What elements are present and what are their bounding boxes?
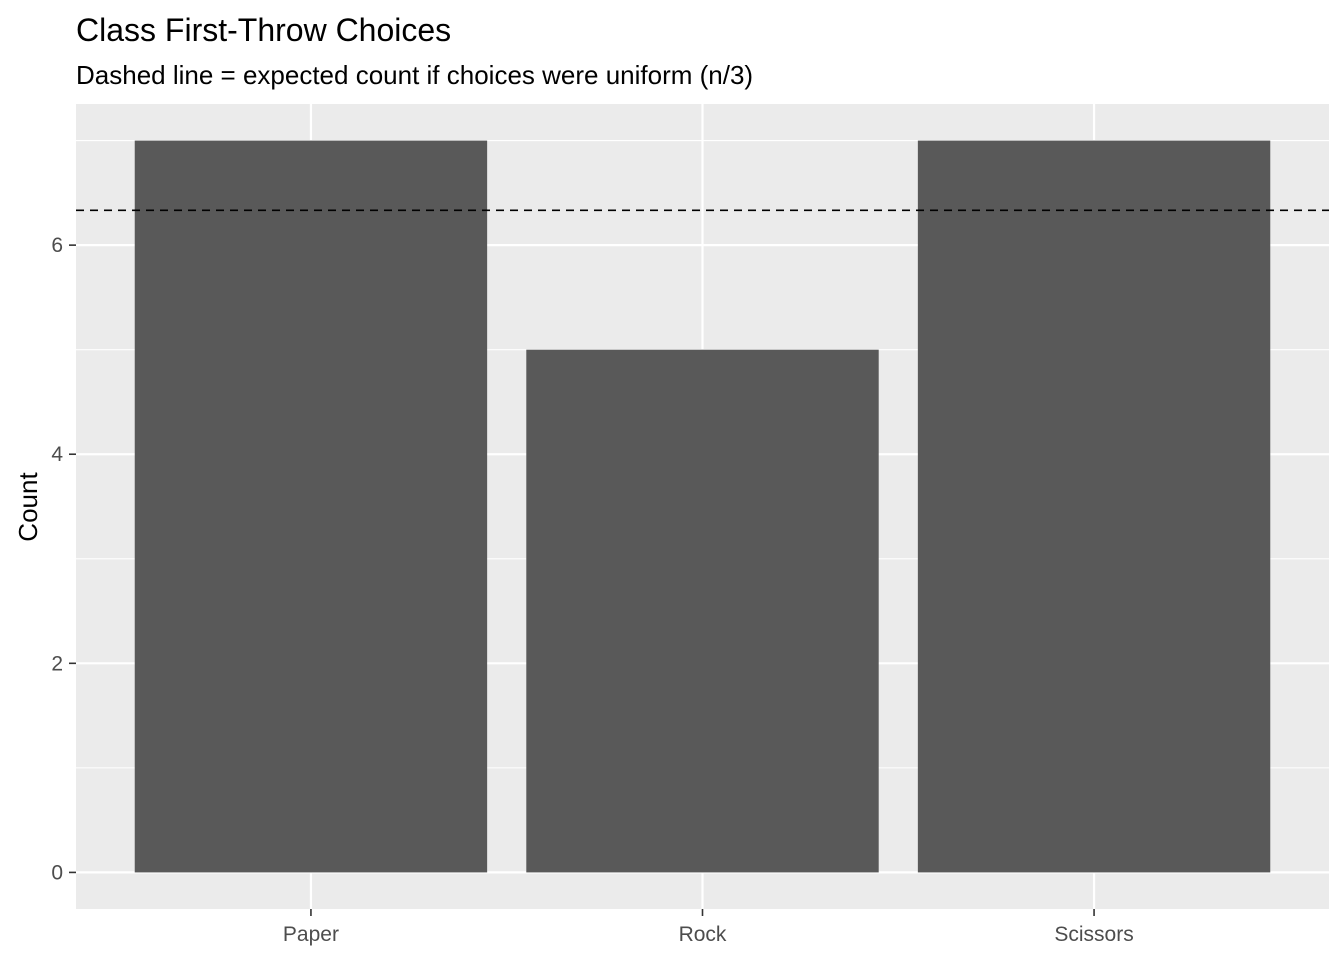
x-tick-label: Rock bbox=[679, 923, 727, 946]
bar-paper bbox=[134, 140, 488, 873]
bar-rock bbox=[526, 349, 879, 873]
y-axis-label: Count bbox=[13, 472, 43, 542]
x-axis: Paper Rock Scissors bbox=[283, 909, 1134, 946]
x-tick-label: Paper bbox=[283, 923, 339, 946]
chart-title: Class First-Throw Choices bbox=[76, 12, 451, 48]
y-tick-label: 2 bbox=[51, 652, 63, 675]
y-tick-label: 6 bbox=[51, 234, 63, 257]
bar-scissors bbox=[917, 140, 1271, 873]
chart-subtitle: Dashed line = expected count if choices … bbox=[76, 60, 753, 90]
y-tick-label: 4 bbox=[51, 443, 63, 466]
bars bbox=[134, 140, 1271, 873]
y-axis: 0 2 4 6 bbox=[51, 234, 76, 884]
x-tick-label: Scissors bbox=[1054, 923, 1133, 946]
y-tick-label: 0 bbox=[51, 861, 63, 884]
